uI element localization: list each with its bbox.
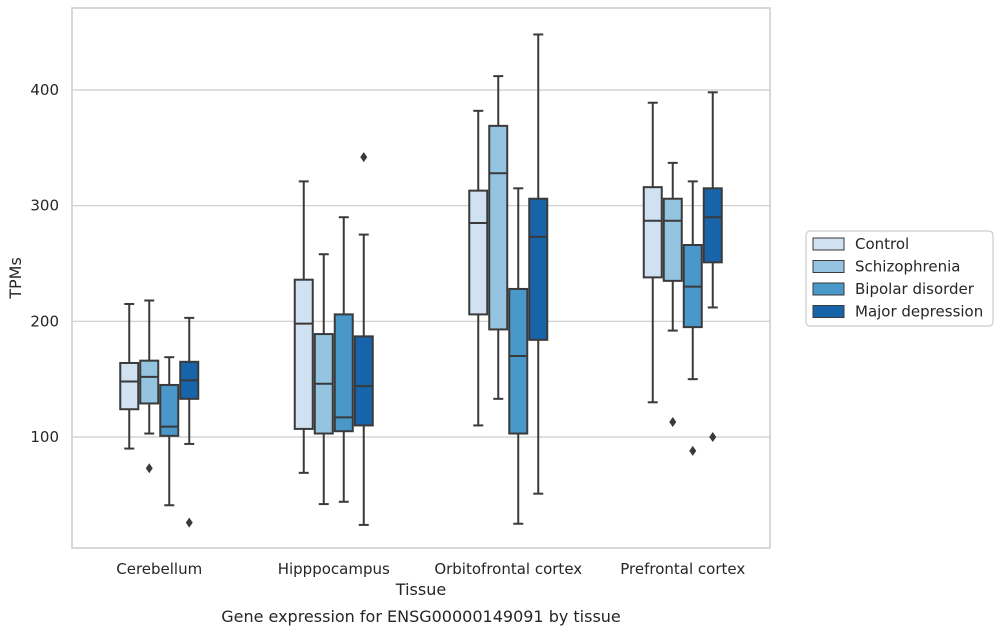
- x-tick-label: Hipppocampus: [278, 560, 390, 578]
- legend: Control Schizophrenia Bipolar disorder Majo…: [805, 230, 994, 327]
- box-iqr: [642, 186, 663, 279]
- box-iqr: [528, 197, 549, 341]
- box-major-depression: [353, 152, 374, 526]
- box-iqr: [488, 124, 509, 331]
- box-major-depression: [702, 91, 723, 442]
- box-schizophrenia: [662, 161, 683, 427]
- outlier-point: [669, 416, 677, 427]
- box-iqr: [702, 187, 723, 264]
- y-tick-label: 400: [30, 81, 59, 99]
- legend-frame: [805, 230, 994, 327]
- x-tick-label: Cerebellum: [116, 560, 202, 578]
- box-bipolar-disorder: [333, 216, 354, 503]
- box-bipolar-disorder: [159, 356, 180, 507]
- box-iqr: [293, 278, 314, 430]
- outlier-point: [145, 463, 153, 474]
- outlier-point: [709, 432, 717, 442]
- box-major-depression: [528, 33, 549, 495]
- box-iqr: [139, 359, 160, 405]
- box-iqr: [508, 287, 529, 435]
- outlier-point: [185, 517, 193, 528]
- box-iqr: [662, 197, 683, 282]
- chart-caption: Gene expression for ENSG00000149091 by t…: [221, 607, 621, 626]
- box-schizophrenia: [139, 299, 160, 474]
- plot-frame: [71, 7, 771, 549]
- box-control: [119, 302, 140, 450]
- x-tick-label: Prefrontal cortex: [620, 560, 745, 578]
- y-tick-label: 200: [30, 312, 59, 330]
- legend-swatch: [812, 305, 845, 318]
- legend-label: Bipolar disorder: [855, 280, 975, 298]
- box-control: [642, 101, 663, 404]
- box-iqr: [468, 189, 489, 316]
- box-control: [468, 109, 489, 427]
- box-schizophrenia: [313, 253, 334, 506]
- box-iqr: [159, 383, 180, 437]
- y-axis-title: TPMs: [6, 257, 25, 300]
- legend-swatch: [812, 260, 845, 273]
- x-axis-title: Tissue: [395, 580, 446, 599]
- box-iqr: [353, 335, 374, 427]
- legend-swatch: [812, 282, 845, 296]
- y-tick-label: 300: [30, 197, 59, 215]
- legend-swatch: [812, 237, 845, 251]
- y-tick-labels: 100 200 300 400: [30, 81, 59, 446]
- box-major-depression: [179, 316, 200, 528]
- legend-label: Schizophrenia: [855, 258, 960, 276]
- box-series: [119, 33, 723, 528]
- x-tick-labels: Cerebellum Hipppocampus Orbitofrontal cort…: [116, 560, 745, 578]
- box-iqr: [119, 361, 140, 411]
- box-control: [293, 180, 314, 474]
- box-bipolar-disorder: [682, 180, 703, 456]
- legend-label: Major depression: [855, 303, 983, 321]
- box-iqr: [333, 313, 354, 433]
- box-schizophrenia: [488, 75, 509, 400]
- y-tick-label: 100: [30, 428, 59, 446]
- legend-label: Control: [855, 235, 909, 253]
- x-tick-label: Orbitofrontal cortex: [434, 560, 582, 578]
- outlier-point: [689, 445, 697, 456]
- outlier-point: [360, 152, 368, 163]
- box-bipolar-disorder: [508, 187, 529, 525]
